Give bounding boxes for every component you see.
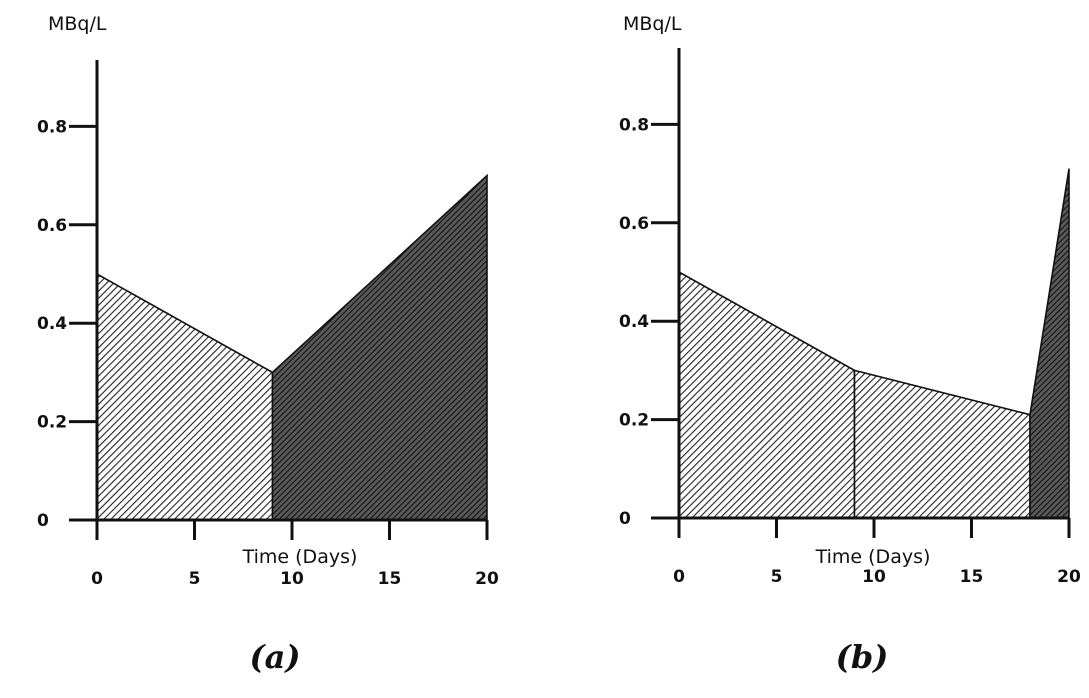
y-tick-label: 0 bbox=[37, 511, 49, 531]
area-segment-2 bbox=[271, 173, 488, 521]
tick-layer: 0 0.2 0.4 0.6 0.8 0 5 10 15 20 bbox=[37, 117, 499, 589]
x-tick-label: 0 bbox=[91, 569, 103, 589]
y-tick-label: 0.8 bbox=[37, 117, 67, 137]
y-tick-label: 0.4 bbox=[37, 314, 67, 334]
area-segment-1 bbox=[96, 272, 274, 521]
axes bbox=[651, 48, 1069, 520]
area-layer bbox=[678, 168, 1070, 519]
x-tick-label: 15 bbox=[378, 569, 402, 589]
y-axis-label: MBq/L bbox=[48, 13, 107, 35]
x-tick-label: 10 bbox=[280, 569, 304, 589]
y-tick-label: 0.4 bbox=[619, 312, 649, 332]
x-tick-label: 0 bbox=[673, 567, 685, 587]
area-segment-1 bbox=[678, 270, 856, 519]
y-tick-label: 0.2 bbox=[37, 413, 67, 433]
axes bbox=[69, 60, 487, 522]
x-tick-label: 5 bbox=[771, 567, 783, 587]
chart-panel-a: 00.20.40.60.80 5 10 15 20 MBq/L Time (Days) … bbox=[37, 13, 499, 676]
y-tick-label: 0.6 bbox=[37, 216, 67, 236]
x-axis-title: Time (Days) bbox=[815, 546, 931, 568]
y-tick-label: 0 bbox=[619, 509, 631, 529]
x-tick-label: 10 bbox=[862, 567, 886, 587]
x-tick-label: 15 bbox=[960, 567, 984, 587]
area-segment-3 bbox=[1029, 168, 1070, 519]
chart-panel-b: 00.20.40.60.80 5 10 15 20 MBq/L Time (Days) … bbox=[619, 13, 1081, 676]
panel-label: (a) bbox=[249, 638, 300, 676]
y-tick-label: 0.6 bbox=[619, 214, 649, 234]
area-segment-2 bbox=[853, 369, 1031, 519]
x-tick-label: 20 bbox=[475, 569, 499, 589]
area-layer bbox=[96, 173, 488, 521]
x-tick-label: 5 bbox=[189, 569, 201, 589]
x-tick-label: 20 bbox=[1057, 567, 1081, 587]
y-tick-label: 0.2 bbox=[619, 411, 649, 431]
y-tick-label: 0.8 bbox=[619, 115, 649, 135]
y-axis-label: MBq/L bbox=[623, 13, 682, 35]
x-axis-title: Time (Days) bbox=[242, 546, 358, 568]
tick-layer: 0 0.2 0.4 0.6 0.8 0 5 10 15 20 bbox=[619, 115, 1081, 587]
panel-label: (b) bbox=[836, 638, 889, 676]
